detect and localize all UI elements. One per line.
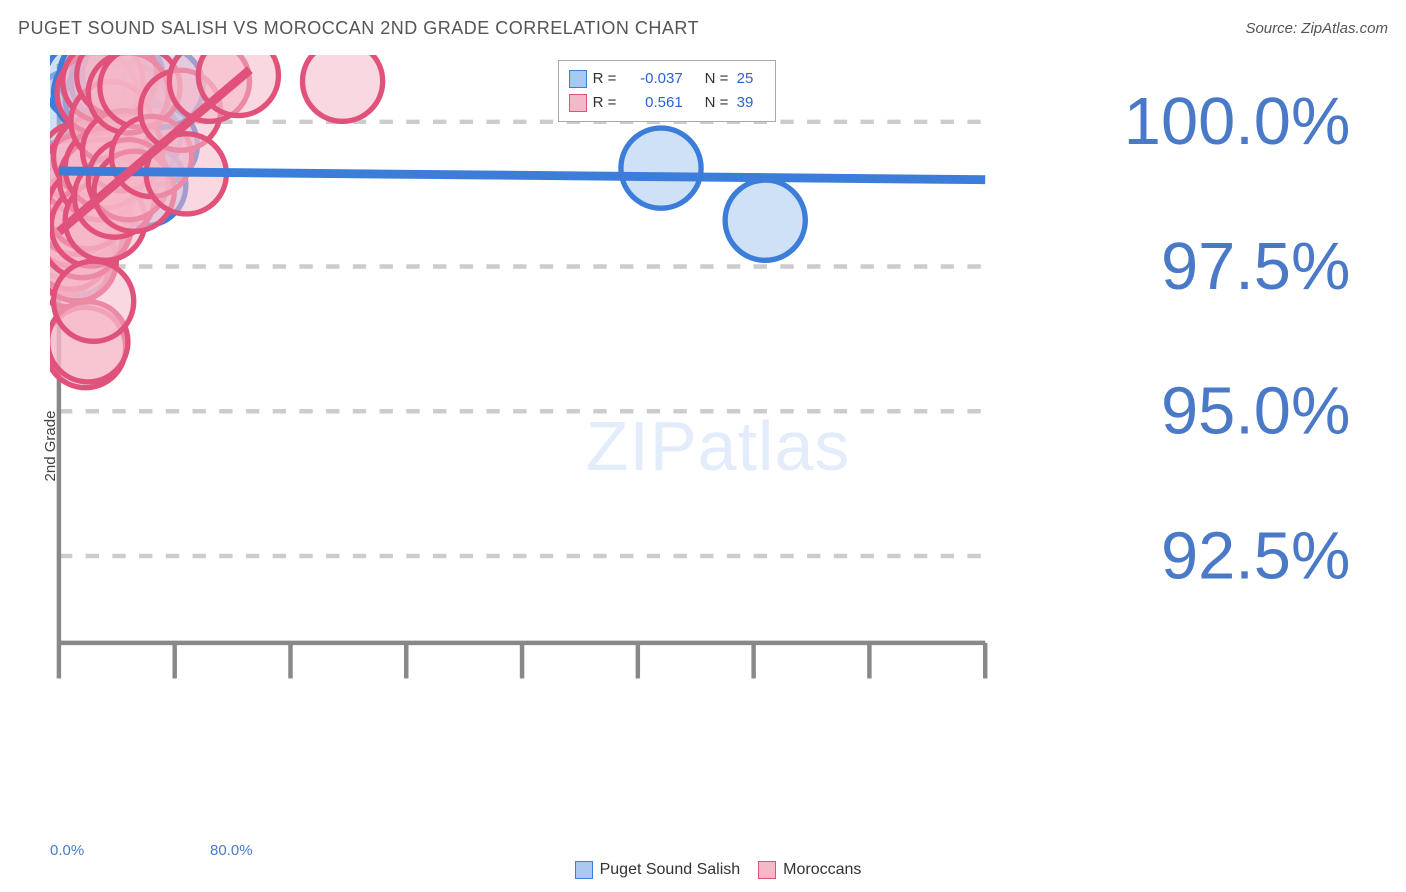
y-tick-label: 95.0%	[1161, 375, 1350, 449]
legend-swatch	[569, 70, 587, 88]
chart-area: 2nd Grade 92.5%95.0%97.5%100.0%0.0%80.0%…	[50, 55, 1386, 837]
legend-r-label: R =	[593, 67, 619, 91]
data-point	[621, 128, 701, 208]
legend-item: Puget Sound Salish	[575, 861, 741, 879]
legend-r-value: 0.561	[625, 91, 683, 115]
legend-series: Puget Sound Salish Moroccans	[50, 861, 1386, 879]
legend-correlation: R = -0.037 N = 25 R = 0.561 N = 39	[558, 60, 776, 122]
legend-item: Moroccans	[758, 861, 861, 879]
chart-title: PUGET SOUND SALISH VS MOROCCAN 2ND GRADE…	[18, 18, 699, 39]
legend-swatch	[758, 861, 776, 879]
legend-swatch	[569, 94, 587, 112]
source-label: Source: ZipAtlas.com	[1245, 20, 1388, 37]
y-tick-label: 97.5%	[1161, 230, 1350, 304]
legend-n-value: 25	[737, 67, 765, 91]
x-tick-label: 0.0%	[50, 842, 84, 859]
x-tick-label: 80.0%	[210, 842, 253, 859]
header: PUGET SOUND SALISH VS MOROCCAN 2ND GRADE…	[18, 18, 1388, 39]
legend-row: R = -0.037 N = 25	[569, 67, 765, 91]
legend-series-name: Moroccans	[783, 861, 861, 879]
legend-n-value: 39	[737, 91, 765, 115]
legend-series-name: Puget Sound Salish	[600, 861, 741, 879]
legend-row: R = 0.561 N = 39	[569, 91, 765, 115]
y-tick-label: 92.5%	[1161, 519, 1350, 593]
legend-r-value: -0.037	[625, 67, 683, 91]
scatter-plot: 92.5%95.0%97.5%100.0%0.0%80.0%	[50, 55, 1386, 723]
legend-n-label: N =	[705, 67, 731, 91]
y-tick-label: 100.0%	[1124, 85, 1351, 159]
data-point	[725, 180, 805, 260]
legend-r-label: R =	[593, 91, 619, 115]
legend-n-label: N =	[705, 91, 731, 115]
data-point	[54, 261, 134, 341]
data-point	[303, 55, 383, 121]
legend-swatch	[575, 861, 593, 879]
